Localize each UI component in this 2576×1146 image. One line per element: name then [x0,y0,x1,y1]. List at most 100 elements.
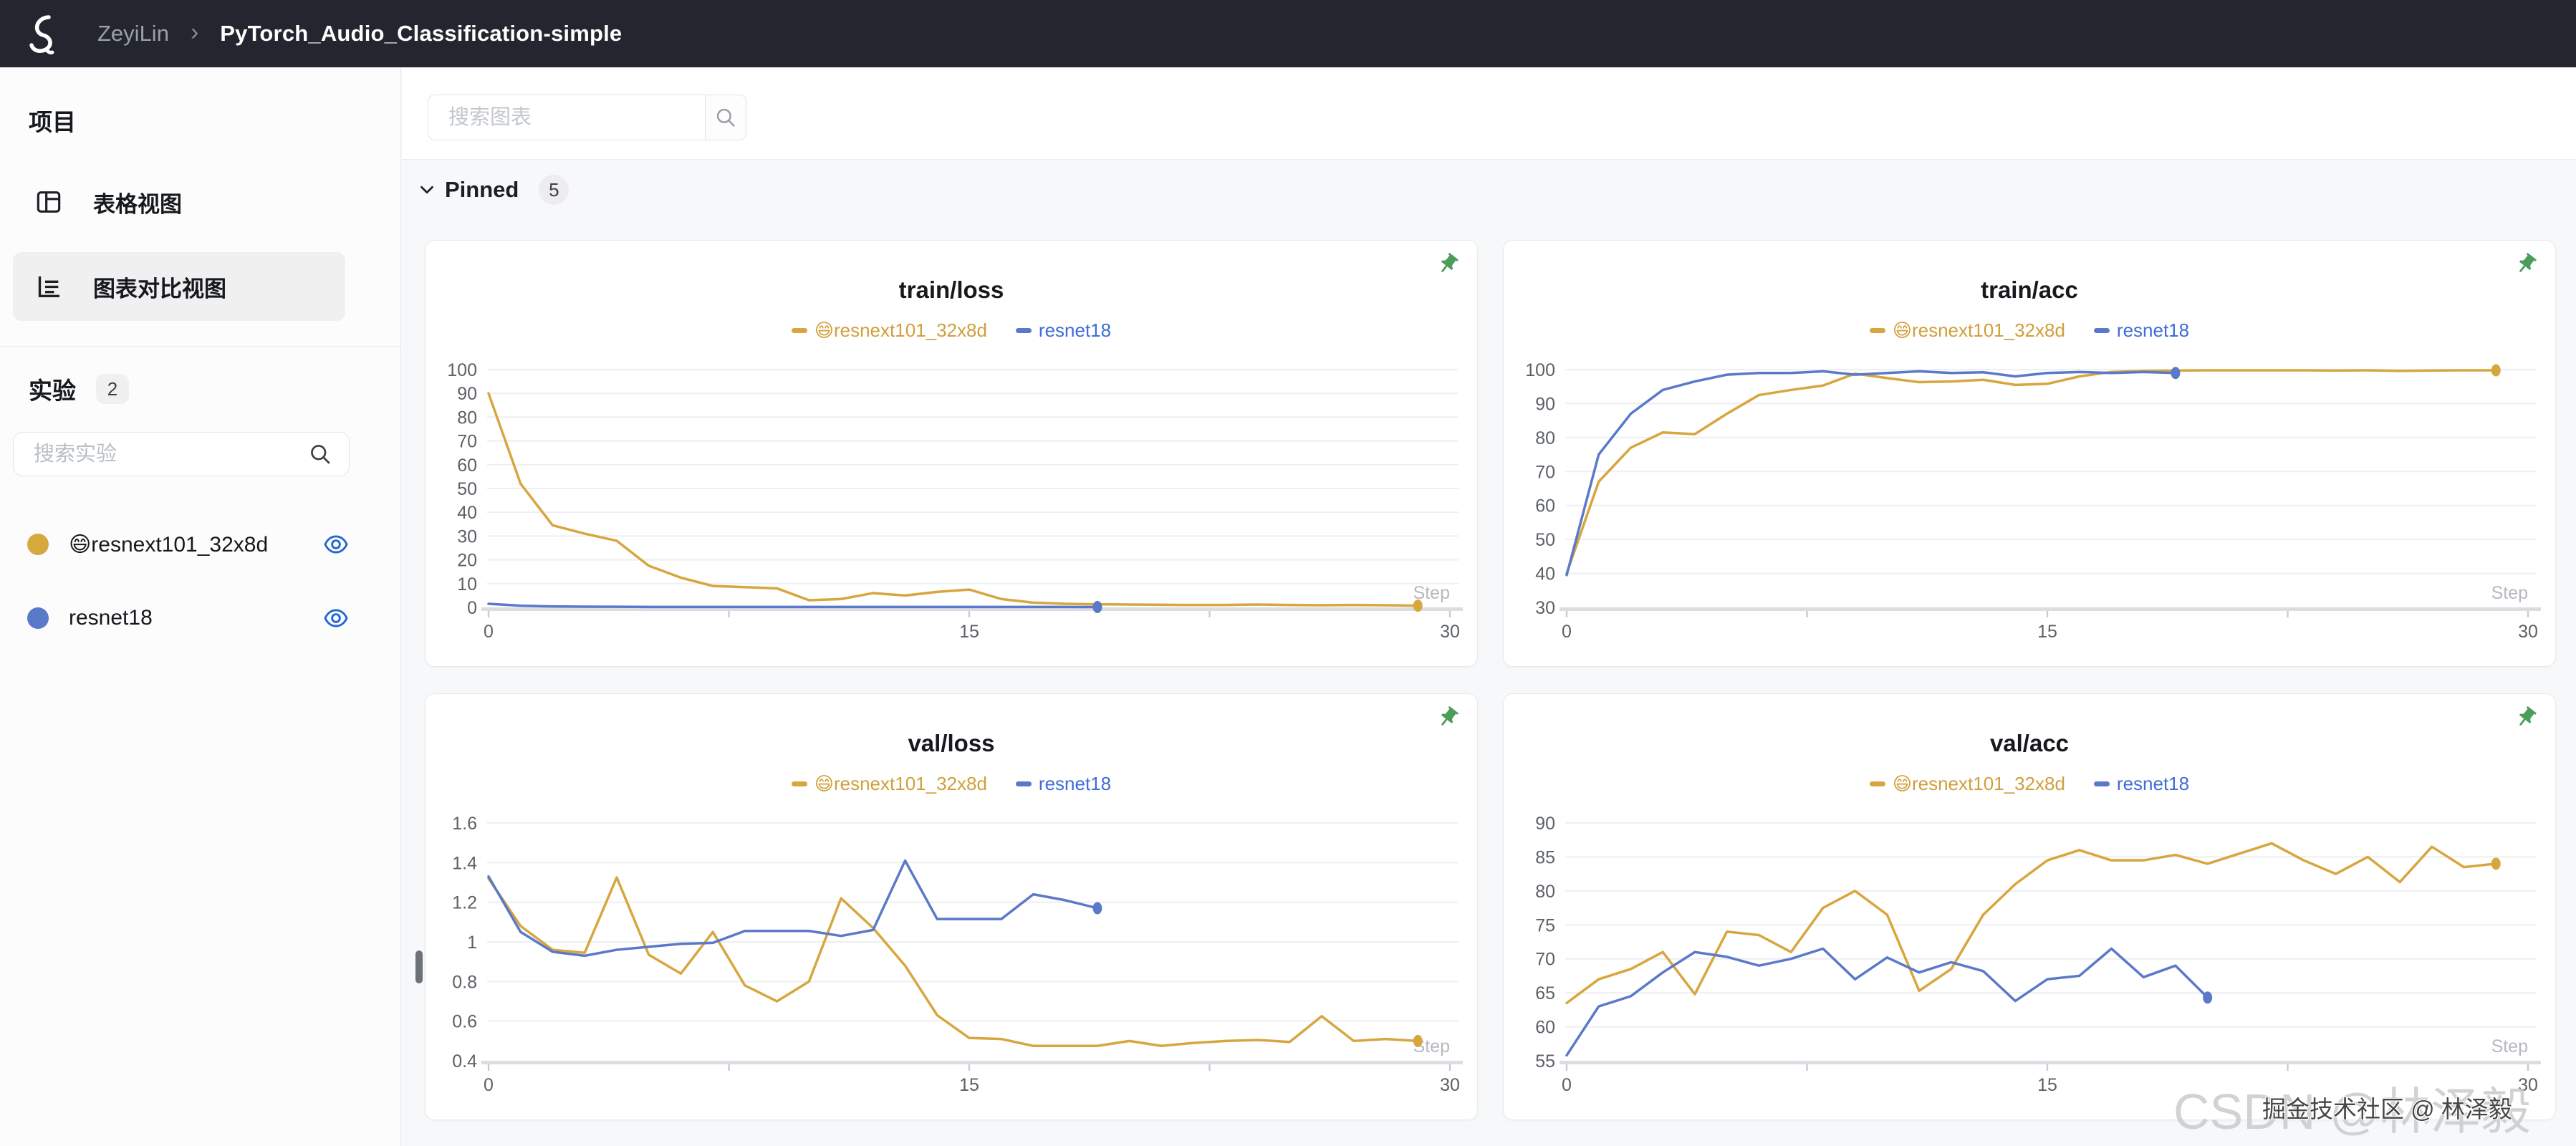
svg-text:80: 80 [1535,882,1555,902]
svg-text:15: 15 [2037,622,2057,642]
pin-icon[interactable] [1436,252,1460,276]
sidebar: 项目 表格视图 图表对比视图 实验 2 😄resnext101_32x8d [0,67,401,1146]
svg-text:0.6: 0.6 [452,1012,477,1032]
legend-item[interactable]: 😄resnext101_32x8d [1869,773,2065,795]
experiment-search-input[interactable] [32,441,307,467]
svg-text:0: 0 [467,598,477,618]
svg-text:30: 30 [1535,598,1555,618]
chart-card-val-loss: val/loss 😄resnext101_32x8d resnet18 0.4 0… [425,693,1478,1120]
chart-title: train/acc [1981,276,2078,303]
experiment-row-resnext101[interactable]: 😄resnext101_32x8d [0,514,401,575]
svg-text:60: 60 [457,456,477,476]
visibility-eye-icon[interactable] [322,605,350,632]
svg-text:1.4: 1.4 [452,853,477,873]
svg-text:40: 40 [1535,564,1555,584]
swanlab-logo-icon[interactable] [19,11,64,57]
search-icon[interactable] [307,441,333,467]
pin-icon[interactable] [2514,706,2538,730]
pin-icon[interactable] [1436,706,1460,730]
chart-legend: 😄resnext101_32x8d resnet18 [1504,319,2555,342]
legend-label: 😄resnext101_32x8d [1892,319,2065,341]
pinned-section-label: Pinned [445,177,519,202]
chart-card-val-acc: val/acc 😄resnext101_32x8d resnet18 55 60 6… [1503,693,2556,1120]
sidebar-item-label: 图表对比视图 [93,276,226,302]
svg-text:85: 85 [1535,847,1555,867]
experiment-row-resnet18[interactable]: resnet18 [0,587,401,649]
legend-label: resnet18 [1038,773,1112,794]
svg-text:75: 75 [1535,915,1555,935]
legend-item[interactable]: 😄resnext101_32x8d [791,773,987,795]
experiment-color-dot [27,607,49,629]
chart-card-train-loss: train/loss 😄resnext101_32x8d resnet18 0 1… [425,240,1478,667]
visibility-eye-icon[interactable] [322,531,350,558]
svg-text:30: 30 [457,526,477,546]
svg-text:10: 10 [457,574,477,594]
main-content: Pinned 5 train/loss 😄resnext101_32x8d re… [402,67,2576,1146]
legend-item[interactable]: 😄resnext101_32x8d [1869,319,2065,342]
legend-item[interactable]: 😄resnext101_32x8d [791,319,987,342]
vertical-scrollbar-thumb[interactable] [415,950,423,983]
legend-item[interactable]: resnet18 [1015,773,1112,795]
toolbar-divider [402,159,2576,160]
chart-search-input[interactable] [447,95,705,140]
chart-legend: 😄resnext101_32x8d resnet18 [426,319,1477,342]
experiment-name: resnet18 [69,606,153,630]
experiment-color-dot [27,534,49,555]
line-chart-val-acc[interactable]: 55 60 65 70 75 80 85 90 0 15 30 Step [1515,816,2545,1102]
chevron-down-icon [420,186,433,194]
breadcrumb-project-title[interactable]: PyTorch_Audio_Classification-simple [220,21,623,46]
table-view-icon [37,191,61,213]
search-icon [716,108,735,127]
legend-dash-icon [791,328,807,333]
legend-dash-icon [1869,328,1885,333]
svg-text:30: 30 [2518,622,2538,642]
chart-search-button[interactable] [705,95,746,140]
svg-text:0: 0 [484,1075,494,1095]
legend-item[interactable]: resnet18 [1015,319,1111,342]
svg-text:Step: Step [1413,583,1450,603]
svg-text:50: 50 [457,479,477,499]
svg-text:80: 80 [1535,428,1555,448]
sidebar-item-chart-compare-view[interactable]: 图表对比视图 [13,252,345,321]
svg-text:1: 1 [467,933,477,953]
svg-text:0.4: 0.4 [452,1051,477,1072]
sidebar-item-label: 表格视图 [93,191,182,217]
experiment-search-box [13,432,350,476]
svg-text:90: 90 [1535,816,1555,834]
legend-item[interactable]: resnet18 [2093,773,2190,795]
legend-label: resnet18 [2116,773,2190,794]
svg-text:60: 60 [1535,496,1555,516]
line-chart-train-loss[interactable]: 0 10 20 30 40 50 60 70 80 90 100 0 15 30 Step [437,362,1467,649]
svg-text:0: 0 [1562,1075,1572,1095]
svg-text:20: 20 [457,551,477,571]
legend-dash-icon [2093,781,2110,786]
pin-icon[interactable] [2514,252,2538,276]
svg-text:0.8: 0.8 [452,972,477,992]
legend-label: 😄resnext101_32x8d [814,319,987,341]
svg-text:15: 15 [2037,1075,2057,1095]
svg-text:100: 100 [447,362,477,380]
chart-title: train/loss [898,276,1004,303]
svg-text:60: 60 [1535,1018,1555,1038]
legend-label: 😄resnext101_32x8d [1892,773,2065,794]
svg-text:15: 15 [959,622,979,642]
legend-label: 😄resnext101_32x8d [814,773,987,794]
svg-text:Step: Step [2491,583,2528,603]
svg-text:100: 100 [1525,362,1555,380]
svg-text:65: 65 [1535,983,1555,1003]
breadcrumb-user[interactable]: ZeyiLin [97,21,169,46]
chart-legend: 😄resnext101_32x8d resnet18 [426,773,1477,795]
svg-text:55: 55 [1535,1051,1555,1072]
chart-title: val/acc [1989,730,2070,756]
experiments-count-badge: 2 [96,374,129,404]
line-chart-train-acc[interactable]: 30 40 50 60 70 80 90 100 0 15 30 Step [1515,362,2545,649]
sidebar-item-table-view[interactable]: 表格视图 [13,168,345,236]
legend-item[interactable]: resnet18 [2093,319,2189,342]
pinned-section-header[interactable]: Pinned 5 [416,175,569,205]
top-navigation-bar: ZeyiLin › PyTorch_Audio_Classification-s… [0,0,2576,67]
svg-text:30: 30 [1440,622,1460,642]
svg-text:70: 70 [1535,950,1555,970]
svg-text:15: 15 [959,1075,979,1095]
svg-text:80: 80 [457,408,477,428]
